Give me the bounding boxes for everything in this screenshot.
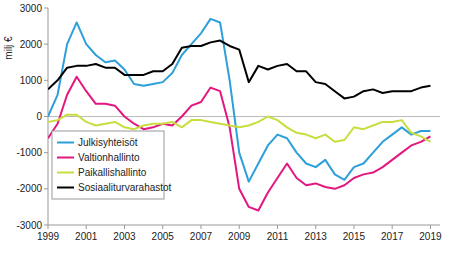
y-axis-label: milj € [3, 36, 14, 60]
legend-swatch [57, 172, 74, 174]
series-line [48, 41, 430, 99]
y-tick-label: 2000 [20, 39, 43, 50]
series-group [48, 19, 430, 211]
x-tick [86, 225, 87, 229]
x-tick [162, 225, 163, 229]
y-tick-label: 1000 [20, 75, 43, 86]
y-tick-label: 3000 [20, 3, 43, 14]
x-tick-label: 2011 [267, 231, 289, 242]
legend-swatch [57, 187, 74, 189]
x-tick-label: 2009 [228, 231, 251, 242]
legend: Julkisyhteisöt Valtionhallinto Paikallisha… [52, 131, 172, 199]
legend-label: Julkisyhteisöt [78, 137, 138, 148]
y-tick [44, 188, 48, 189]
x-tick-label: 2005 [152, 231, 175, 242]
x-tick [200, 225, 201, 229]
y-tick [44, 116, 48, 117]
series-line [48, 77, 430, 211]
y-tick-label: 0 [36, 111, 42, 122]
x-tick [392, 225, 393, 229]
x-tick [430, 225, 431, 229]
legend-swatch [57, 142, 74, 144]
y-tick-label: -1000 [16, 147, 42, 158]
y-tick [44, 44, 48, 45]
x-tick [315, 225, 316, 229]
x-tick-label: 1999 [37, 231, 60, 242]
x-tick [239, 225, 240, 229]
x-tick-label: 2001 [75, 231, 98, 242]
legend-label: Paikallishallinto [78, 167, 147, 178]
x-tick-label: 2015 [343, 231, 366, 242]
zero-line [48, 116, 440, 117]
y-tick [44, 8, 48, 9]
x-tick [277, 225, 278, 229]
y-tick [44, 152, 48, 153]
x-axis [48, 225, 440, 226]
y-tick-label: -2000 [16, 183, 42, 194]
legend-label: Valtionhallinto [78, 152, 140, 163]
x-tick [48, 225, 49, 229]
x-tick-label: 2017 [381, 231, 404, 242]
y-tick [44, 80, 48, 81]
x-tick [353, 225, 354, 229]
series-line [48, 19, 430, 182]
y-tick-label: -3000 [16, 220, 42, 231]
x-tick-label: 2007 [190, 231, 213, 242]
x-tick-label: 2003 [113, 231, 136, 242]
y-tick [44, 225, 48, 226]
legend-swatch [57, 157, 74, 159]
x-tick-label: 2013 [305, 231, 328, 242]
x-tick [124, 225, 125, 229]
x-tick-label: 2019 [419, 231, 442, 242]
chart: -3000 -2000 -1000 0 1000 2000 3000 1999 2001 2003… [0, 0, 454, 253]
legend-label: Sosiaaliturvarahastot [78, 182, 172, 193]
